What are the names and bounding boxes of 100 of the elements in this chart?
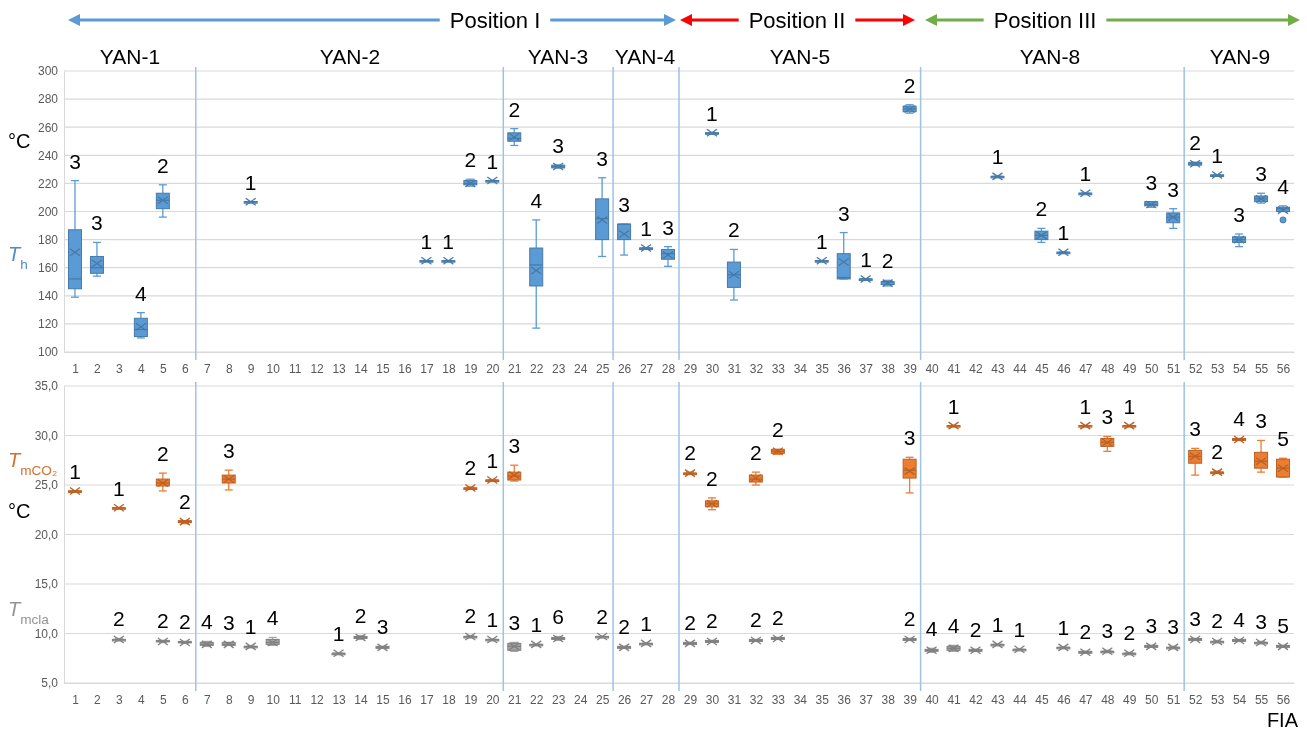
x-tick-label: 36 — [837, 361, 852, 376]
annotation: 1 — [1211, 143, 1223, 167]
x-tick-label: 43 — [991, 692, 1005, 707]
x-tick-label: 32 — [749, 361, 764, 376]
text: YAN-9 — [1209, 45, 1271, 68]
annotation: 3 — [1167, 615, 1180, 639]
annotation: 1 — [860, 248, 872, 271]
x-tick-label: 27 — [639, 692, 654, 707]
x-tick-label: 16 — [398, 361, 412, 376]
x-tick-label: 3 — [116, 361, 124, 376]
x-tick-label: 10 — [266, 692, 281, 707]
x-tick-label: 22 — [530, 692, 544, 707]
y-tick-label: 30,0 — [34, 428, 59, 443]
y-axis-title: °C — [8, 499, 31, 522]
annotation: 3 — [508, 434, 521, 458]
annotation: 1 — [1057, 616, 1070, 640]
annotation: 5 — [1277, 427, 1289, 451]
annotation: 2 — [1211, 440, 1223, 464]
x-tick-label: 48 — [1101, 692, 1115, 707]
text: T$_{mcla}$ — [8, 597, 50, 627]
annotation: 2 — [1189, 131, 1201, 155]
x-tick-label: 5 — [160, 361, 167, 376]
x-tick-label: 44 — [1013, 361, 1027, 376]
x-tick-label: 40 — [925, 361, 940, 376]
annotation: 3 — [1101, 619, 1114, 643]
x-tick-label: 52 — [1188, 361, 1203, 376]
annotation: 3 — [91, 211, 103, 235]
y-tick-label: 240 — [37, 148, 59, 163]
annotation: 2 — [464, 604, 477, 628]
annotation: 3 — [69, 149, 81, 173]
x-tick-label: 14 — [354, 692, 369, 707]
annotation: 3 — [1145, 614, 1158, 638]
x-tick-label: 10 — [266, 361, 281, 376]
y-tick-label: 20,0 — [34, 527, 59, 542]
x-tick-label: 9 — [247, 361, 255, 376]
x-tick-label: 21 — [508, 692, 522, 707]
y-tick-label: 10,0 — [34, 626, 59, 641]
annotation: 3 — [1255, 610, 1267, 634]
annotation: 2 — [881, 249, 894, 273]
x-tick-label: 55 — [1254, 692, 1269, 707]
x-tick-label: 28 — [661, 361, 676, 376]
x-axis-title: FIA — [1266, 709, 1299, 731]
x-tick-label: 13 — [332, 692, 347, 707]
x-tick-label: 30 — [705, 692, 720, 707]
x-tick-label: 6 — [181, 361, 189, 376]
x-tick-label: 47 — [1079, 692, 1093, 707]
annotation: 4 — [200, 610, 213, 634]
x-tick-label: 15 — [376, 361, 390, 376]
annotation: 1 — [420, 229, 433, 253]
x-tick-label: 43 — [991, 361, 1005, 376]
annotation: 3 — [1101, 405, 1114, 429]
x-tick-label: 31 — [727, 361, 742, 376]
annotation: 2 — [684, 441, 696, 465]
y-tick-label: 15,0 — [34, 577, 59, 592]
x-tick-label: 25 — [595, 692, 610, 707]
x-tick-label: 2 — [94, 692, 102, 707]
x-tick-label: 20 — [486, 692, 500, 707]
x-tick-label: 19 — [464, 692, 478, 707]
x-tick-label: 55 — [1254, 361, 1269, 376]
annotation: 4 — [1233, 407, 1246, 431]
annotation: 1 — [442, 230, 454, 253]
text: YAN-5 — [769, 45, 831, 68]
annotation: 3 — [1189, 417, 1201, 441]
x-tick-label: 23 — [552, 361, 566, 376]
x-tick-label: 56 — [1276, 361, 1291, 376]
annotation: 4 — [925, 617, 938, 641]
x-tick-label: 38 — [881, 361, 896, 376]
text: Position I — [449, 8, 541, 33]
text: Position III — [993, 8, 1097, 33]
annotation: 1 — [244, 615, 257, 639]
x-tick-label: 18 — [442, 361, 456, 376]
annotation: 3 — [1233, 202, 1245, 226]
x-tick-label: 17 — [420, 692, 434, 707]
x-tick-label: 11 — [288, 361, 302, 376]
x-tick-label: 54 — [1232, 361, 1247, 376]
x-tick-label: 42 — [969, 692, 984, 707]
x-tick-label: 56 — [1276, 692, 1291, 707]
annotation: 2 — [772, 606, 784, 630]
y-axis-title: °C — [8, 130, 31, 153]
x-tick-label: 9 — [247, 692, 255, 707]
annotation: 4 — [1233, 608, 1246, 632]
x-tick-label: 23 — [552, 692, 566, 707]
y-tick-label: 220 — [37, 176, 59, 191]
x-tick-label: 8 — [225, 692, 233, 707]
annotation: 3 — [618, 193, 630, 217]
x-tick-label: 8 — [225, 361, 233, 376]
y-tick-label: 260 — [37, 120, 59, 135]
annotation: 2 — [750, 608, 762, 632]
annotation: 2 — [113, 607, 125, 631]
annotation: 1 — [991, 613, 1004, 637]
annotation: 3 — [903, 426, 916, 450]
y-tick-label: 100 — [37, 345, 59, 360]
annotation: 2 — [728, 218, 740, 242]
annotation: 2 — [1079, 620, 1092, 644]
x-tick-label: 34 — [793, 692, 808, 707]
annotation: 1 — [991, 145, 1004, 169]
annotation: 2 — [157, 609, 169, 633]
x-tick-label: 25 — [595, 361, 610, 376]
annotation: 3 — [662, 215, 674, 239]
annotation: 2 — [969, 618, 982, 642]
